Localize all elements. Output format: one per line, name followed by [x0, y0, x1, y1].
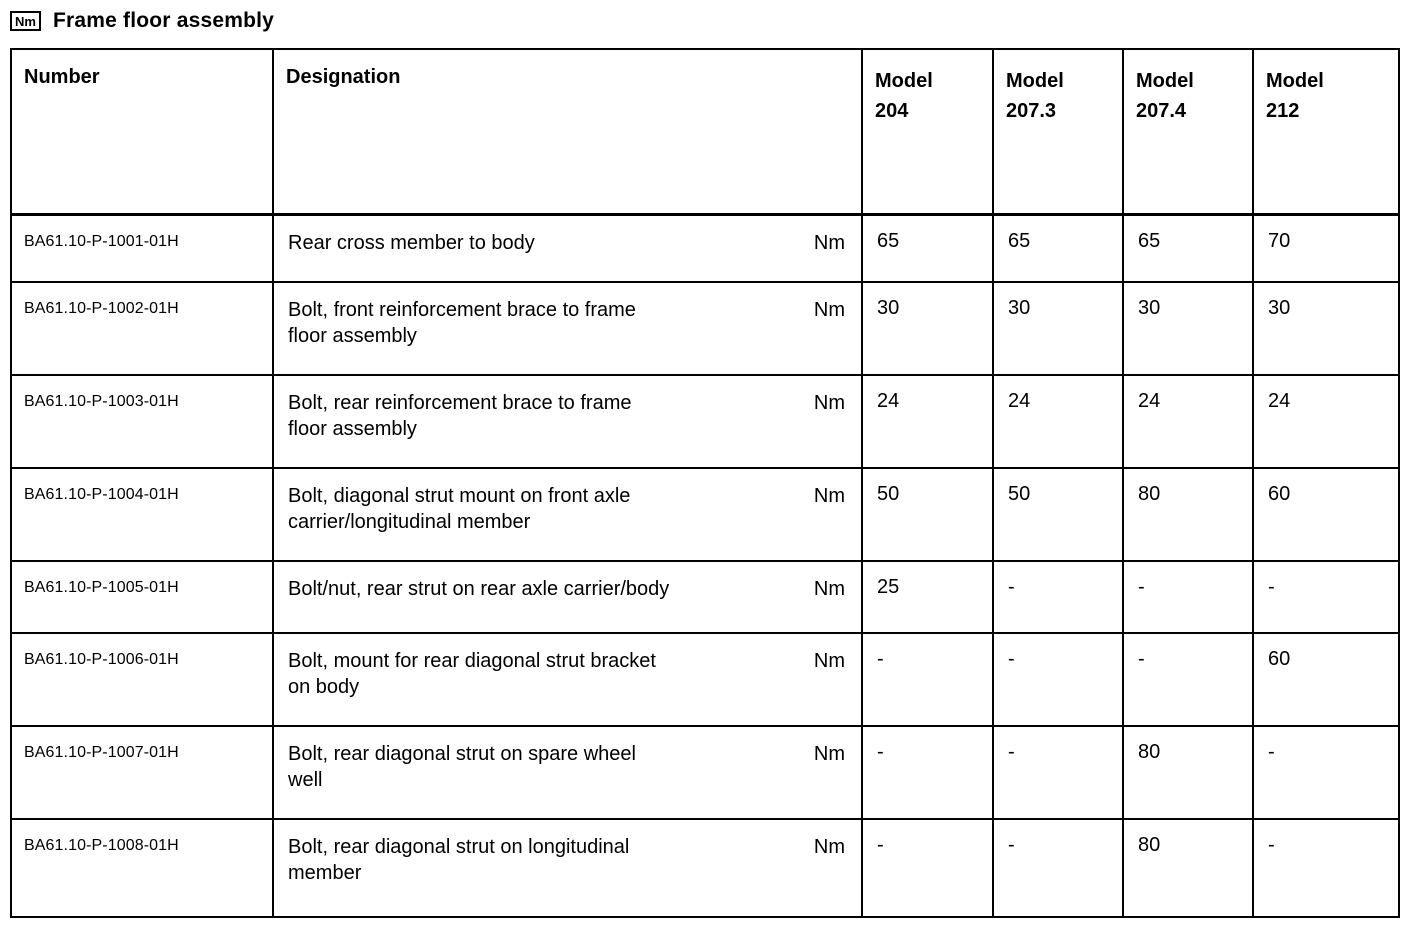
value-model-204: 65: [861, 213, 994, 283]
header-model-207-4-code: 207.4: [1136, 100, 1187, 122]
table-row: BA61.10-P-1006-01H Bolt, mount for rear …: [10, 632, 1400, 727]
header-model-207-4-word: Model: [1136, 70, 1194, 92]
row-number: BA61.10-P-1001-01H: [10, 213, 274, 283]
table-row: BA61.10-P-1005-01H Bolt/nut, rear strut …: [10, 560, 1400, 634]
row-designation: Bolt, front reinforcement brace to frame…: [288, 299, 636, 347]
value-model-207-4: -: [1122, 560, 1254, 634]
row-unit: Nm: [813, 836, 845, 858]
row-designation-cell: Bolt, rear diagonal strut on spare wheel…: [272, 725, 863, 820]
row-number: BA61.10-P-1006-01H: [10, 632, 274, 727]
row-designation: Bolt, diagonal strut mount on front axle…: [288, 485, 631, 533]
value-model-204: 24: [861, 374, 994, 469]
value-model-204: 50: [861, 467, 994, 562]
table-row: BA61.10-P-1003-01H Bolt, rear reinforcem…: [10, 374, 1400, 469]
row-designation-cell: Bolt, front reinforcement brace to frame…: [272, 281, 863, 376]
value-model-207-3: 50: [992, 467, 1124, 562]
row-unit: Nm: [813, 650, 845, 672]
value-model-204: -: [861, 632, 994, 727]
value-model-207-3: -: [992, 725, 1124, 820]
value-model-207-4: 80: [1122, 818, 1254, 918]
header-model-212-code: 212: [1266, 100, 1300, 122]
row-designation-cell: Bolt, mount for rear diagonal strut brac…: [272, 632, 863, 727]
row-designation-cell: Bolt/nut, rear strut on rear axle carrie…: [272, 560, 863, 634]
value-model-204: -: [861, 818, 994, 918]
row-unit: Nm: [813, 485, 845, 507]
row-number: BA61.10-P-1005-01H: [10, 560, 274, 634]
value-model-212: -: [1252, 560, 1400, 634]
row-unit: Nm: [813, 743, 845, 765]
value-model-207-3: 30: [992, 281, 1124, 376]
row-number: BA61.10-P-1003-01H: [10, 374, 274, 469]
header-model-212: Model 212: [1252, 48, 1400, 216]
row-designation-cell: Bolt, rear diagonal strut on longitudina…: [272, 818, 863, 918]
value-model-212: -: [1252, 818, 1400, 918]
row-number: BA61.10-P-1002-01H: [10, 281, 274, 376]
header-model-207-3: Model 207.3: [992, 48, 1124, 216]
row-number: BA61.10-P-1008-01H: [10, 818, 274, 918]
value-model-204: -: [861, 725, 994, 820]
header-model-207-4: Model 207.4: [1122, 48, 1254, 216]
row-designation: Bolt, rear diagonal strut on longitudina…: [288, 836, 630, 884]
section-title-row: Nm Frame floor assembly: [10, 9, 1398, 33]
row-designation: Rear cross member to body: [288, 231, 535, 254]
row-designation-cell: Bolt, diagonal strut mount on front axle…: [272, 467, 863, 562]
value-model-212: 24: [1252, 374, 1400, 469]
value-model-212: 60: [1252, 632, 1400, 727]
value-model-204: 25: [861, 560, 994, 634]
value-model-212: 70: [1252, 213, 1400, 283]
header-model-204-code: 204: [875, 100, 909, 122]
value-model-207-4: 80: [1122, 725, 1254, 820]
torque-unit-icon: Nm: [10, 11, 41, 31]
value-model-212: 30: [1252, 281, 1400, 376]
row-unit: Nm: [813, 299, 845, 321]
header-model-212-word: Model: [1266, 70, 1324, 92]
value-model-207-3: -: [992, 632, 1124, 727]
value-model-207-4: 24: [1122, 374, 1254, 469]
row-designation: Bolt, mount for rear diagonal strut brac…: [288, 650, 656, 698]
row-designation-cell: Bolt, rear reinforcement brace to frame …: [272, 374, 863, 469]
header-model-204: Model 204: [861, 48, 994, 216]
row-number: BA61.10-P-1004-01H: [10, 467, 274, 562]
value-model-207-4: 65: [1122, 213, 1254, 283]
row-unit: Nm: [813, 578, 845, 600]
value-model-207-3: -: [992, 818, 1124, 918]
row-designation: Bolt, rear diagonal strut on spare wheel…: [288, 743, 636, 791]
value-model-212: 60: [1252, 467, 1400, 562]
value-model-204: 30: [861, 281, 994, 376]
value-model-212: -: [1252, 725, 1400, 820]
value-model-207-3: -: [992, 560, 1124, 634]
value-model-207-4: 30: [1122, 281, 1254, 376]
table-row: BA61.10-P-1008-01H Bolt, rear diagonal s…: [10, 818, 1400, 918]
table-row: BA61.10-P-1002-01H Bolt, front reinforce…: [10, 281, 1400, 376]
header-model-207-3-word: Model: [1006, 70, 1064, 92]
table-row: BA61.10-P-1001-01H Rear cross member to …: [10, 213, 1400, 283]
header-designation: Designation: [272, 48, 863, 216]
header-model-207-3-code: 207.3: [1006, 100, 1057, 122]
torque-spec-table: Number Designation Model 204 Model 207.3…: [10, 48, 1400, 918]
row-number: BA61.10-P-1007-01H: [10, 725, 274, 820]
value-model-207-4: 80: [1122, 467, 1254, 562]
row-designation-cell: Rear cross member to body Nm: [272, 213, 863, 283]
row-designation: Bolt/nut, rear strut on rear axle carrie…: [288, 578, 670, 600]
row-unit: Nm: [813, 231, 845, 254]
header-model-204-word: Model: [875, 70, 933, 92]
row-unit: Nm: [813, 392, 845, 414]
value-model-207-3: 24: [992, 374, 1124, 469]
value-model-207-4: -: [1122, 632, 1254, 727]
table-row: BA61.10-P-1007-01H Bolt, rear diagonal s…: [10, 725, 1400, 820]
page-title: Frame floor assembly: [52, 9, 275, 32]
row-designation: Bolt, rear reinforcement brace to frame …: [288, 392, 632, 440]
table-header-row: Number Designation Model 204 Model 207.3…: [10, 48, 1400, 216]
table-row: BA61.10-P-1004-01H Bolt, diagonal strut …: [10, 467, 1400, 562]
value-model-207-3: 65: [992, 213, 1124, 283]
header-number: Number: [10, 48, 274, 216]
